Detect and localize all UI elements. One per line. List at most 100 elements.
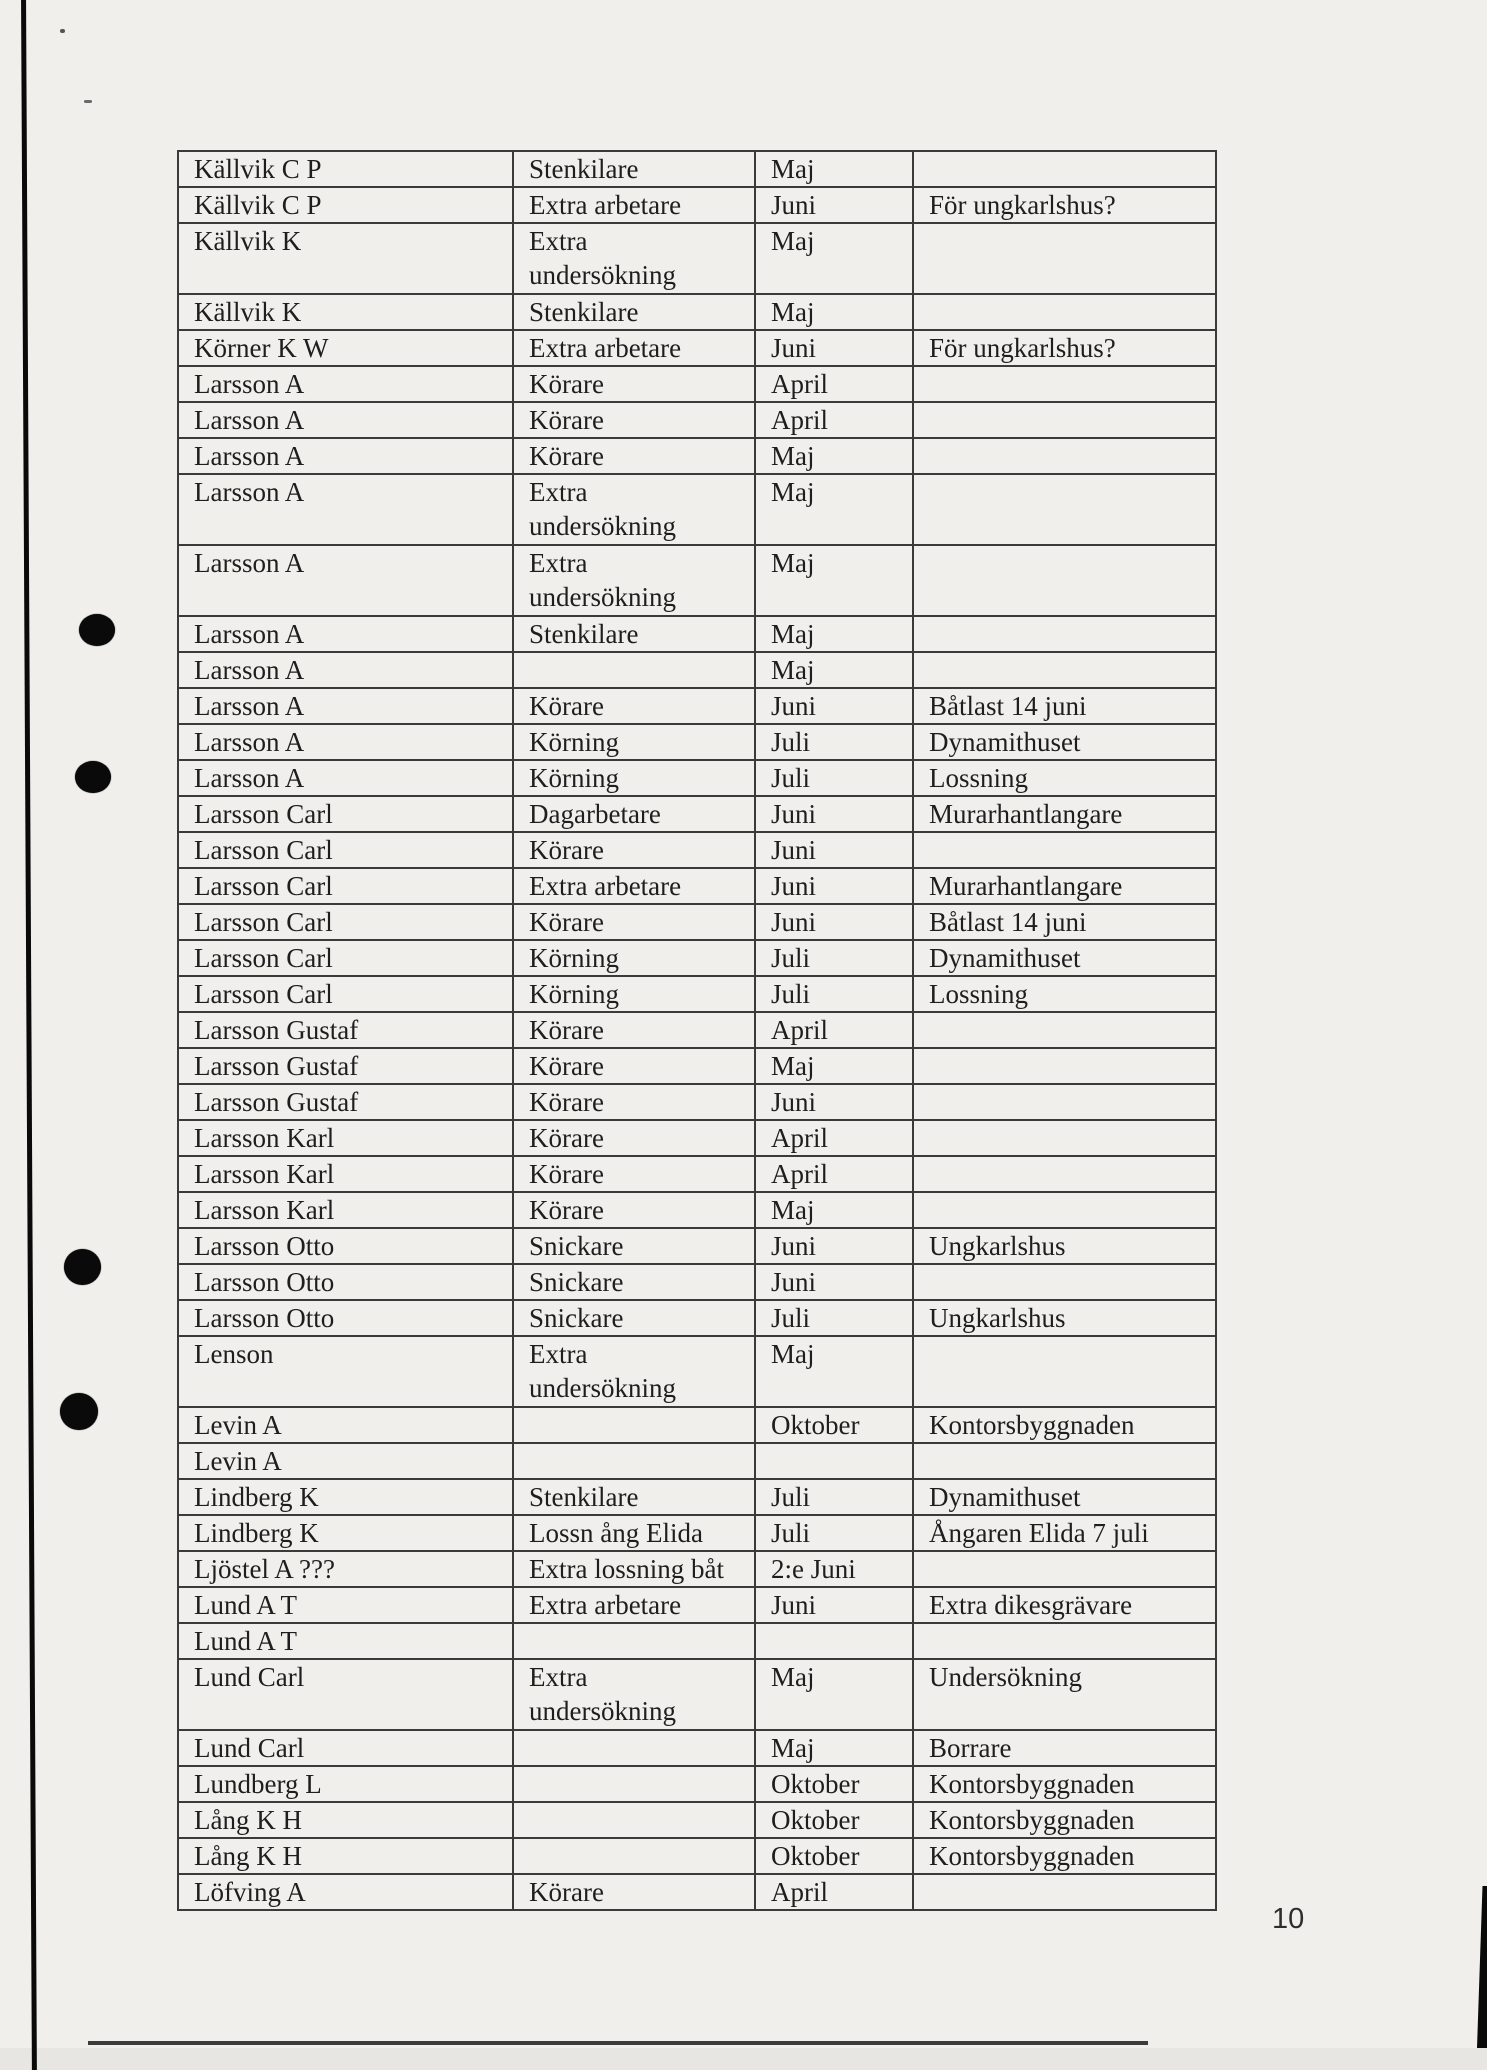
cell-note	[912, 1083, 1217, 1121]
table-row: Larsson Karl Körare April	[177, 1119, 1217, 1157]
cell-role: Körare	[512, 903, 756, 941]
cell-note: Murarhantlangare	[912, 867, 1217, 905]
cell-name: Larsson Carl	[177, 867, 514, 905]
cell-month: Juni	[754, 831, 914, 869]
table-row: Ljöstel A ??? Extra lossning båt 2:e Juni	[177, 1550, 1217, 1588]
table-row: Lindberg K Stenkilare Juli Dynamithuset	[177, 1478, 1217, 1516]
cell-role: Extra undersökning	[512, 1335, 756, 1408]
cell-role: Stenkilare	[512, 615, 756, 653]
cell-name: Levin A	[177, 1442, 514, 1480]
cell-name: Larsson A	[177, 365, 514, 403]
cell-note	[912, 615, 1217, 653]
cell-role: Körning	[512, 759, 756, 797]
cell-role: Körare	[512, 1047, 756, 1085]
cell-month: Juli	[754, 939, 914, 977]
cell-month	[754, 1622, 914, 1660]
scan-speck	[60, 29, 65, 33]
cell-role	[512, 1406, 756, 1444]
cell-role: Extra undersökning	[512, 473, 756, 546]
table-row: Larsson A Maj	[177, 651, 1217, 689]
cell-role: Extra undersökning	[512, 1658, 756, 1731]
cell-month: Juli	[754, 1299, 914, 1337]
cell-month: Oktober	[754, 1801, 914, 1839]
cell-month: Juni	[754, 1083, 914, 1121]
cell-month: Juni	[754, 867, 914, 905]
cell-name: Lund Carl	[177, 1729, 514, 1767]
cell-month: Juni	[754, 186, 914, 224]
cell-role: Snickare	[512, 1227, 756, 1265]
cell-month: April	[754, 1011, 914, 1049]
cell-role: Extra arbetare	[512, 329, 756, 367]
worker-ledger-table: Källvik C P Stenkilare Maj Källvik C P Extra…	[177, 150, 1217, 1911]
table-row: Larsson Carl Körning Juli Lossning	[177, 975, 1217, 1013]
cell-name: Källvik K	[177, 293, 514, 331]
hole-punch-mark	[60, 1393, 98, 1430]
table-row: Larsson A Stenkilare Maj	[177, 615, 1217, 653]
cell-note: Dynamithuset	[912, 1478, 1217, 1516]
cell-note: För ungkarlshus?	[912, 186, 1217, 224]
cell-month: Maj	[754, 437, 914, 475]
cell-note: Extra dikesgrävare	[912, 1586, 1217, 1624]
cell-month: Maj	[754, 293, 914, 331]
table-row: Källvik C P Extra arbetare Juni För ungkarl…	[177, 186, 1217, 224]
cell-role: Stenkilare	[512, 1478, 756, 1516]
cell-note	[912, 437, 1217, 475]
table-row: Lund Carl Extra undersökning Maj Undersökni…	[177, 1658, 1217, 1731]
cell-name: Larsson Carl	[177, 903, 514, 941]
cell-name: Källvik C P	[177, 150, 514, 188]
table-row: Lund A T	[177, 1622, 1217, 1660]
cell-name: Lindberg K	[177, 1478, 514, 1516]
cell-name: Levin A	[177, 1406, 514, 1444]
table-row: Larsson Carl Dagarbetare Juni Murarhantlang…	[177, 795, 1217, 833]
cell-role	[512, 1801, 756, 1839]
cell-name: Löfving A	[177, 1873, 514, 1911]
table-row: Lång K H Oktober Kontorsbyggnaden	[177, 1801, 1217, 1839]
hole-punch-mark	[79, 614, 115, 646]
cell-role	[512, 651, 756, 689]
cell-month: Juli	[754, 1514, 914, 1552]
cell-note	[912, 544, 1217, 617]
cell-name: Lundberg L	[177, 1765, 514, 1803]
cell-month: Maj	[754, 1335, 914, 1408]
table-row: Larsson A Körning Juli Dynamithuset	[177, 723, 1217, 761]
cell-role: Extra arbetare	[512, 867, 756, 905]
cell-month: April	[754, 1873, 914, 1911]
cell-note	[912, 150, 1217, 188]
table-row: Larsson A Körare Juni Båtlast 14 juni	[177, 687, 1217, 725]
cell-month: Maj	[754, 1191, 914, 1229]
cell-month: Maj	[754, 544, 914, 617]
cell-name: Larsson Gustaf	[177, 1047, 514, 1085]
cell-name: Larsson A	[177, 615, 514, 653]
cell-note: Ångaren Elida 7 juli	[912, 1514, 1217, 1552]
cell-month: April	[754, 401, 914, 439]
cell-role: Stenkilare	[512, 293, 756, 331]
cell-name: Larsson Gustaf	[177, 1083, 514, 1121]
cell-note	[912, 831, 1217, 869]
cell-name: Larsson Karl	[177, 1191, 514, 1229]
cell-name: Lund A T	[177, 1622, 514, 1660]
cell-role: Körare	[512, 1155, 756, 1193]
table-row: Körner K W Extra arbetare Juni För ungkarls…	[177, 329, 1217, 367]
cell-name: Larsson A	[177, 401, 514, 439]
cell-note	[912, 1335, 1217, 1408]
cell-month: Juni	[754, 1227, 914, 1265]
cell-note: Kontorsbyggnaden	[912, 1406, 1217, 1444]
cell-role: Körare	[512, 401, 756, 439]
cell-month: Maj	[754, 150, 914, 188]
table-row: Löfving A Körare April	[177, 1873, 1217, 1911]
cell-month: Oktober	[754, 1765, 914, 1803]
cell-name: Larsson A	[177, 651, 514, 689]
cell-month: Oktober	[754, 1837, 914, 1875]
cell-role: Körare	[512, 1873, 756, 1911]
cell-name: Larsson Carl	[177, 831, 514, 869]
cell-note: För ungkarlshus?	[912, 329, 1217, 367]
cell-role	[512, 1622, 756, 1660]
cell-month: April	[754, 1119, 914, 1157]
table-row: Lund A T Extra arbetare Juni Extra dikesgrä…	[177, 1586, 1217, 1624]
cell-name: Larsson Carl	[177, 795, 514, 833]
cell-role: Körning	[512, 723, 756, 761]
cell-name: Larsson Carl	[177, 939, 514, 977]
table-row: Larsson A Körare April	[177, 401, 1217, 439]
table-row: Larsson Gustaf Körare Maj	[177, 1047, 1217, 1085]
cell-role: Extra arbetare	[512, 186, 756, 224]
